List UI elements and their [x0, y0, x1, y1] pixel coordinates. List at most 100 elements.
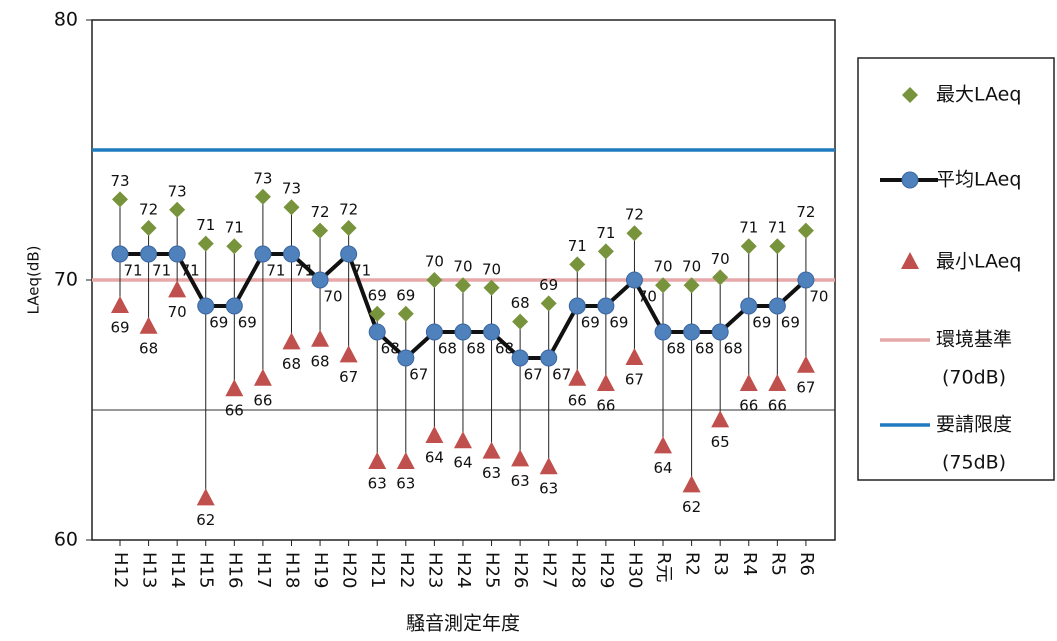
- data-label: 70: [638, 288, 657, 306]
- triangle-marker: [768, 374, 787, 391]
- circle-marker: [368, 323, 386, 341]
- x-tick-label: H25: [482, 552, 503, 588]
- triangle-marker: [511, 449, 530, 467]
- triangle-marker: [253, 368, 272, 386]
- data-label: 68: [666, 340, 685, 358]
- triangle-marker: [739, 374, 758, 391]
- data-label: 72: [625, 206, 644, 224]
- data-label: 63: [396, 475, 415, 493]
- data-label: 73: [168, 182, 187, 200]
- data-label: 70: [482, 260, 501, 278]
- data-label: 71: [152, 262, 171, 280]
- diamond-marker: [140, 220, 157, 236]
- triangle-marker: [539, 457, 558, 475]
- circle-marker: [140, 245, 158, 263]
- data-label: 70: [425, 253, 444, 271]
- data-label: 66: [568, 391, 587, 409]
- x-tick-label: H19: [310, 552, 331, 588]
- data-label: 73: [253, 169, 272, 187]
- triangle-marker: [396, 452, 415, 469]
- data-label: 71: [196, 216, 215, 234]
- x-tick-label: R4: [739, 552, 760, 576]
- data-label: 66: [253, 391, 272, 409]
- circle-marker: [740, 297, 758, 315]
- x-tick-label: H30: [624, 552, 645, 588]
- data-label: 67: [796, 378, 815, 396]
- data-label: 68: [724, 340, 743, 358]
- data-label: 67: [524, 366, 543, 384]
- circle-marker: [397, 349, 415, 367]
- circle-marker: [683, 323, 701, 341]
- data-label: 70: [653, 258, 672, 276]
- legend-marker: [901, 252, 919, 269]
- data-label: 70: [168, 303, 187, 321]
- data-label: 71: [225, 219, 244, 237]
- circle-marker: [311, 271, 329, 289]
- triangle-marker: [482, 441, 501, 459]
- data-label: 73: [282, 180, 301, 198]
- x-tick-label: R6: [796, 552, 817, 576]
- triangle-marker: [654, 436, 673, 454]
- data-label: 71: [768, 219, 787, 237]
- legend-label: 最大LAeq: [936, 84, 1021, 106]
- diamond-marker: [683, 277, 700, 294]
- x-tick-label: R元: [653, 552, 674, 583]
- circle-marker: [511, 349, 529, 367]
- data-label: 69: [781, 314, 800, 332]
- data-label: 71: [596, 224, 615, 242]
- diamond-marker: [426, 272, 443, 288]
- circle-marker: [568, 297, 586, 315]
- legend-marker: [901, 171, 919, 189]
- triangle-marker: [225, 379, 244, 397]
- diamond-marker: [312, 222, 329, 239]
- data-label: 68: [466, 340, 485, 358]
- x-tick-label: H24: [453, 552, 474, 588]
- data-label: 68: [511, 294, 530, 312]
- triangle-marker: [568, 368, 587, 386]
- x-tick-label: H14: [167, 552, 188, 588]
- data-label: 63: [368, 475, 387, 493]
- data-label: 72: [339, 201, 358, 219]
- data-label: 73: [110, 172, 129, 190]
- data-label: 67: [409, 366, 428, 384]
- data-label: 64: [425, 449, 444, 467]
- x-tick-label: H21: [367, 552, 388, 588]
- data-label: 69: [539, 276, 558, 294]
- data-label: 70: [682, 258, 701, 276]
- data-label: 69: [110, 319, 129, 337]
- x-tick-label: R2: [682, 552, 703, 576]
- legend-label: (70dB): [942, 367, 1006, 389]
- data-label: 71: [568, 237, 587, 255]
- legend-box: [857, 57, 1055, 481]
- data-label: 69: [368, 286, 387, 304]
- triangle-marker: [711, 410, 730, 428]
- circle-marker: [625, 271, 643, 289]
- legend-label: (75dB): [942, 452, 1006, 474]
- triangle-marker: [796, 355, 815, 373]
- x-tick-label: H13: [139, 552, 160, 588]
- data-label: 63: [511, 472, 530, 490]
- data-label: 70: [809, 288, 828, 306]
- data-label: 66: [739, 397, 758, 415]
- legend-label: 最小LAeq: [936, 251, 1021, 273]
- diamond-marker: [369, 305, 386, 322]
- data-label: 68: [139, 339, 158, 357]
- x-tick-label: R5: [767, 552, 788, 576]
- diamond-marker: [512, 313, 529, 330]
- diamond-marker: [483, 279, 500, 296]
- data-label: 68: [495, 340, 514, 358]
- circle-marker: [483, 323, 501, 341]
- x-tick-label: H15: [196, 552, 217, 588]
- data-label: 72: [311, 203, 330, 221]
- legend-marker: [902, 87, 918, 103]
- circle-marker: [654, 323, 672, 341]
- data-label: 69: [396, 286, 415, 304]
- circle-marker: [340, 245, 358, 263]
- data-label: 63: [482, 464, 501, 482]
- y-axis-label: LAeq(dB): [25, 246, 43, 315]
- diamond-marker: [797, 222, 814, 239]
- x-axis-label: 騒音測定年度: [406, 613, 520, 635]
- triangle-marker: [111, 296, 129, 313]
- data-label: 71: [295, 262, 314, 280]
- data-label: 71: [266, 262, 285, 280]
